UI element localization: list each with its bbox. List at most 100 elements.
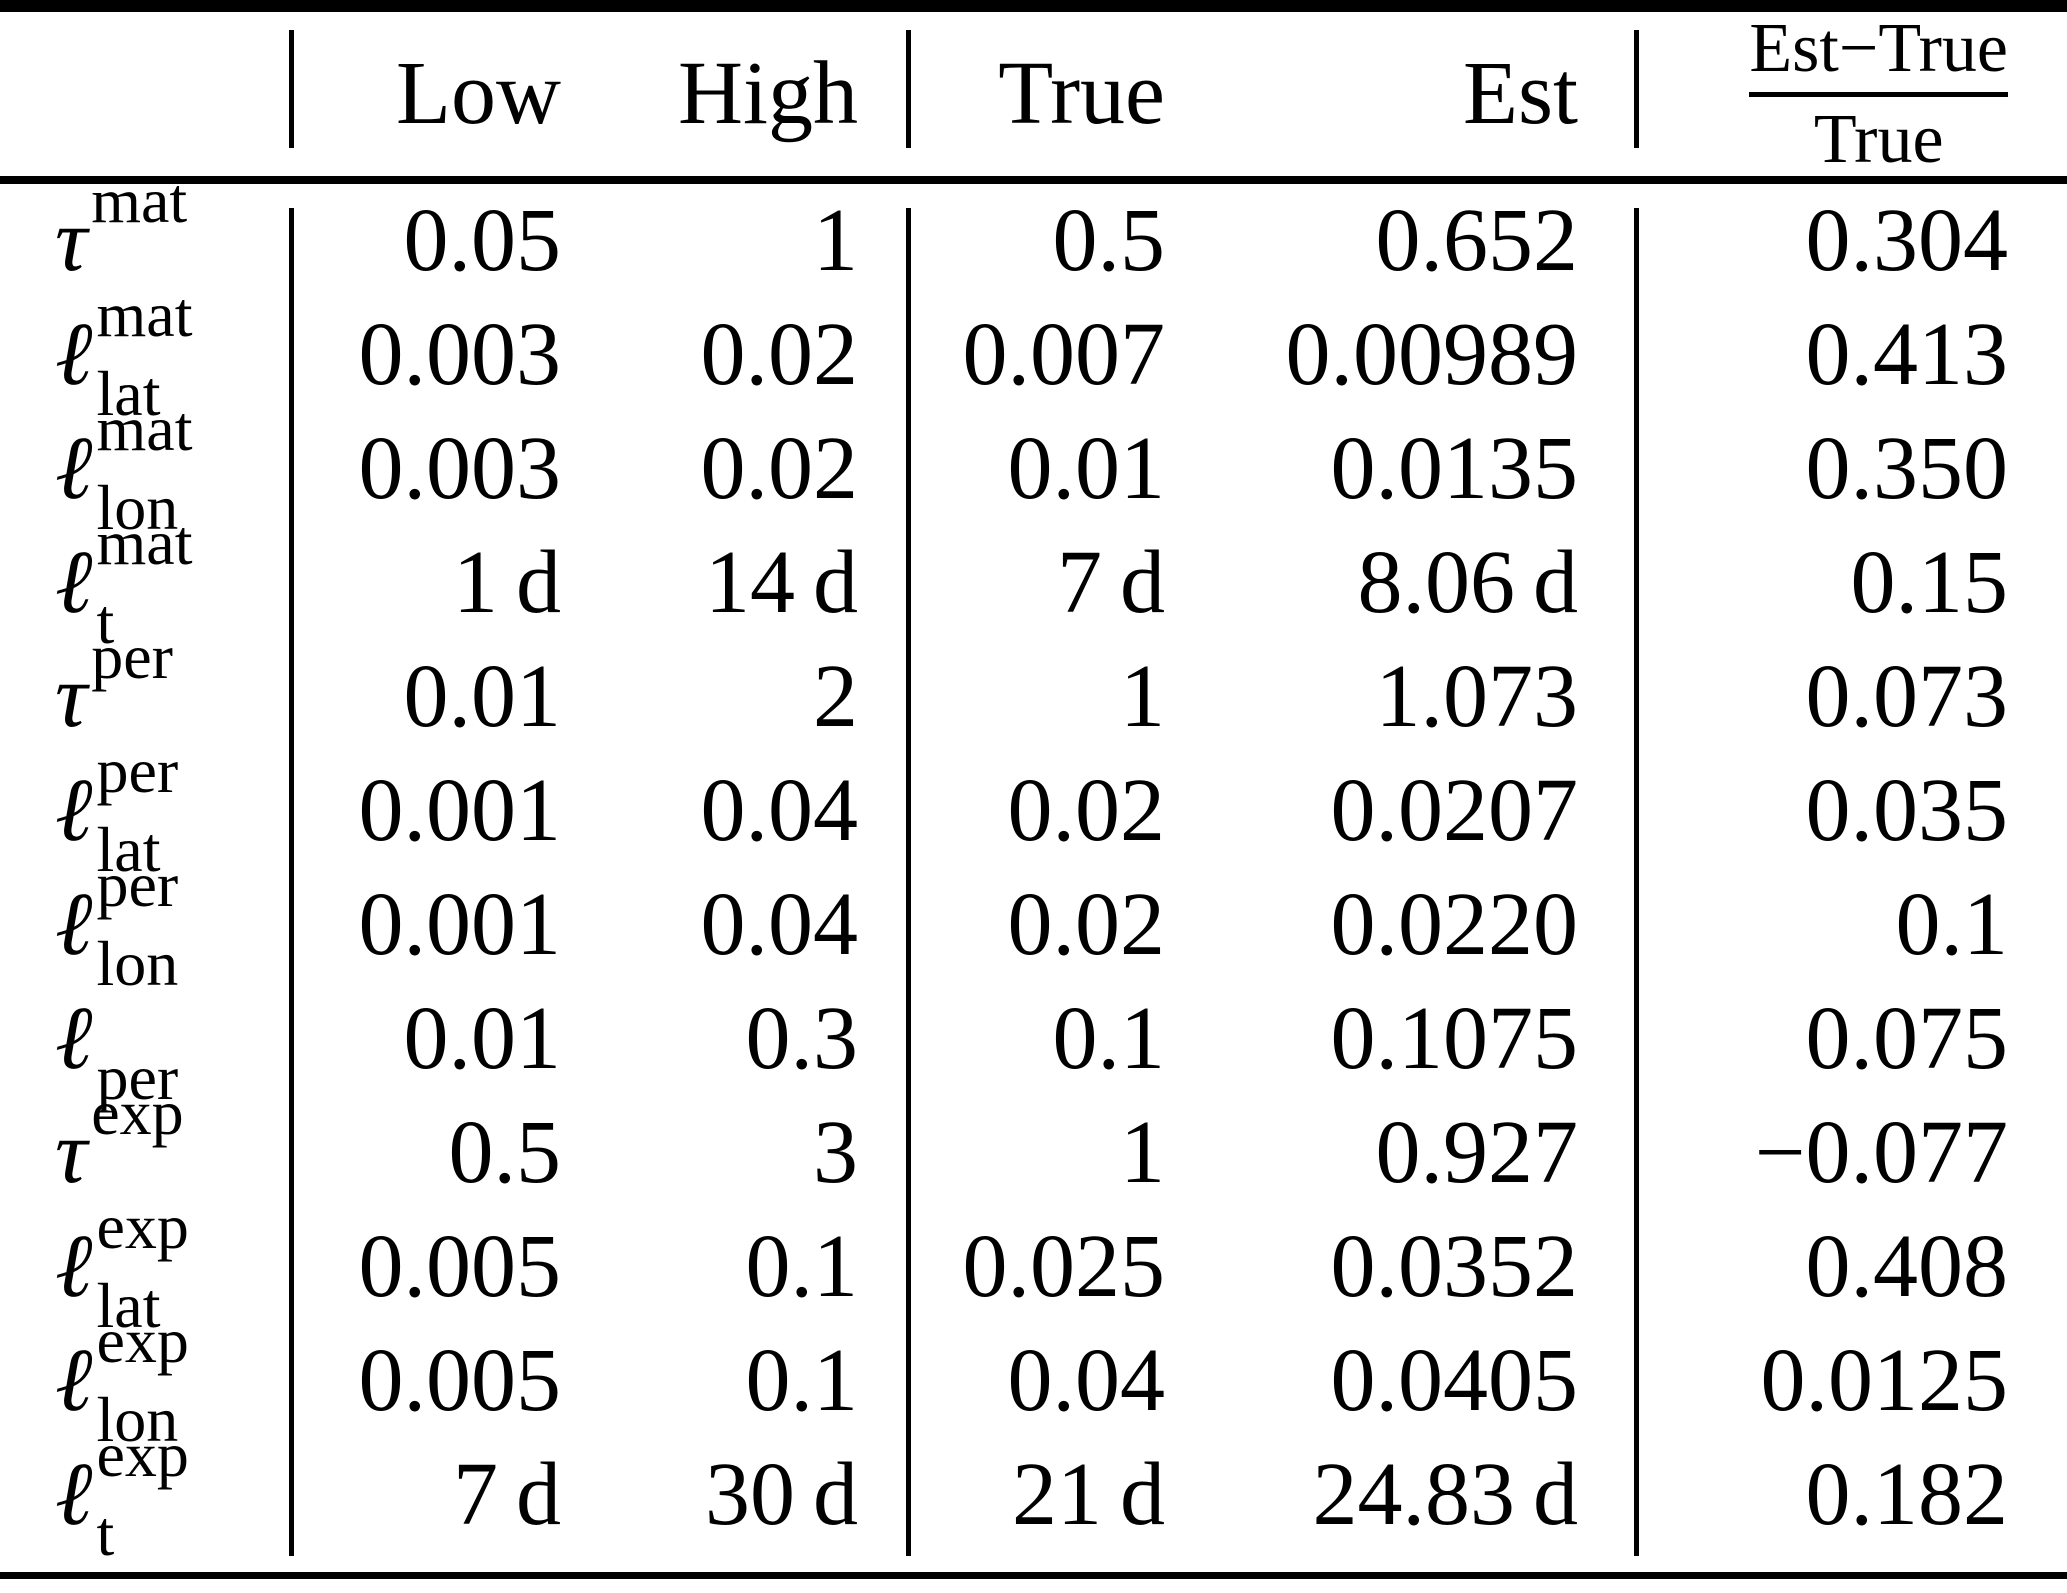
column-header-est: Est (1462, 44, 1578, 143)
high-value: 14 d (704, 533, 858, 632)
table-row: ℓ exp t 7 d 30 d 21 d 24.83 d 0.182 (0, 1423, 2067, 1566)
param-symbol: τ (55, 647, 88, 746)
est-value: 0.0405 (1330, 1331, 1579, 1430)
param-superscript: mat (96, 393, 193, 464)
true-value: 0.007 (962, 305, 1166, 404)
relative-error-fraction: Est−True True (1749, 9, 2008, 178)
high-value: 0.3 (745, 989, 859, 1088)
header-row: Low High True Est Est−True True (0, 9, 2067, 178)
param-subscript: lat (96, 814, 161, 886)
low-value: 1 d (452, 533, 561, 632)
low-value: 0.005 (358, 1331, 562, 1430)
param-cell: ℓ mat lat (0, 283, 291, 430)
table-row: τ exp 0.5 3 1 0.927 −0.077 (0, 1081, 2067, 1210)
top-rule (0, 0, 2067, 12)
fraction-numerator: Est−True (1749, 9, 2008, 87)
low-value: 0.01 (403, 989, 562, 1088)
high-value: 30 d (704, 1445, 858, 1544)
param-symbol: τ (55, 191, 88, 290)
param-cell: ℓ per (0, 969, 291, 1110)
param-symbol: ℓ (55, 305, 93, 404)
param-cell: ℓ mat t (0, 511, 291, 658)
high-value: 0.1 (745, 1331, 859, 1430)
low-value: 0.01 (403, 647, 562, 746)
true-value: 1 (1120, 1103, 1165, 1202)
table-row: ℓ mat lat 0.003 0.02 0.007 0.00989 0.413 (0, 283, 2067, 426)
param-scripts: per lon (96, 849, 179, 1000)
param-subscript: t (96, 586, 115, 658)
relative-error-value: 0.073 (1805, 647, 2009, 746)
low-value: 0.001 (358, 875, 562, 974)
true-value: 21 d (1011, 1445, 1165, 1544)
param-scripts: exp lat (96, 1191, 189, 1342)
low-value: 7 d (452, 1445, 561, 1544)
true-value: 0.01 (1007, 419, 1166, 518)
table-row: ℓ exp lat 0.005 0.1 0.025 0.0352 0.408 (0, 1195, 2067, 1338)
est-value: 0.652 (1375, 191, 1579, 290)
param-scripts: mat t (96, 511, 193, 658)
param-scripts: mat lon (96, 393, 193, 540)
high-value: 0.04 (700, 875, 859, 974)
fraction-bar (1749, 92, 2008, 97)
low-value: 0.001 (358, 761, 562, 860)
param-subscript: lat (96, 358, 161, 430)
param-cell: ℓ exp t (0, 1423, 291, 1570)
param-superscript: mat (91, 165, 188, 236)
est-value: 0.0207 (1330, 761, 1579, 860)
table-row: τ per 0.01 2 1 1.073 0.073 (0, 625, 2067, 754)
table-body: τ mat 0.05 1 0.5 0.652 0.304 ℓ mat lat 0… (0, 169, 2067, 1566)
param-subscript: lat (96, 1270, 161, 1342)
high-value: 0.1 (745, 1217, 859, 1316)
param-superscript: per (96, 849, 179, 920)
low-value: 0.05 (403, 191, 562, 290)
param-superscript: exp (96, 1191, 189, 1262)
param-cell: τ per (0, 625, 291, 767)
column-header-high: High (678, 44, 858, 143)
param-scripts: per lat (96, 735, 179, 886)
param-superscript: exp (96, 1305, 189, 1376)
param-symbol: ℓ (55, 761, 93, 860)
true-value: 1 (1120, 647, 1165, 746)
est-value: 0.00989 (1285, 305, 1579, 404)
low-value: 0.003 (358, 305, 562, 404)
low-value: 0.003 (358, 419, 562, 518)
table-row: ℓ per lat 0.001 0.04 0.02 0.0207 0.035 (0, 739, 2067, 882)
param-scripts: per (97, 969, 179, 1110)
param-superscript: per (96, 735, 179, 806)
high-value: 2 (813, 647, 858, 746)
true-value: 0.5 (1052, 191, 1166, 290)
true-value: 0.04 (1007, 1331, 1166, 1430)
relative-error-value: 0.0125 (1760, 1331, 2009, 1430)
vertical-rule-1-body (289, 208, 294, 1556)
param-scripts: mat lat (96, 283, 193, 430)
est-value: 1.073 (1375, 647, 1579, 746)
true-value: 0.1 (1052, 989, 1166, 1088)
param-subscript: lon (96, 928, 179, 1000)
param-symbol: ℓ (55, 533, 93, 632)
param-scripts: exp (91, 1077, 184, 1223)
est-value: 0.0220 (1330, 875, 1579, 974)
param-cell: ℓ per lat (0, 735, 291, 886)
param-subscript: t (96, 1498, 115, 1570)
true-value: 0.02 (1007, 875, 1166, 974)
vertical-rule-1-header (289, 30, 294, 148)
param-subscript: lon (96, 1384, 179, 1456)
est-value: 8.06 d (1357, 533, 1578, 632)
relative-error-value: −0.077 (1754, 1103, 2008, 1202)
column-header-low: Low (396, 44, 561, 143)
param-scripts: per (91, 625, 173, 767)
param-symbol: ℓ (55, 1445, 93, 1544)
est-value: 0.0352 (1330, 1217, 1579, 1316)
param-scripts: mat (91, 165, 188, 311)
param-cell: ℓ mat lon (0, 393, 291, 540)
relative-error-value: 0.408 (1805, 1217, 2009, 1316)
table-row: τ mat 0.05 1 0.5 0.652 0.304 (0, 169, 2067, 298)
low-value: 0.5 (448, 1103, 562, 1202)
est-value: 0.1075 (1330, 989, 1579, 1088)
param-symbol: ℓ (55, 989, 93, 1088)
param-symbol: ℓ (55, 419, 93, 518)
param-superscript: exp (91, 1077, 184, 1148)
relative-error-value: 0.182 (1805, 1445, 2009, 1544)
fraction-denominator: True (1813, 101, 1944, 178)
